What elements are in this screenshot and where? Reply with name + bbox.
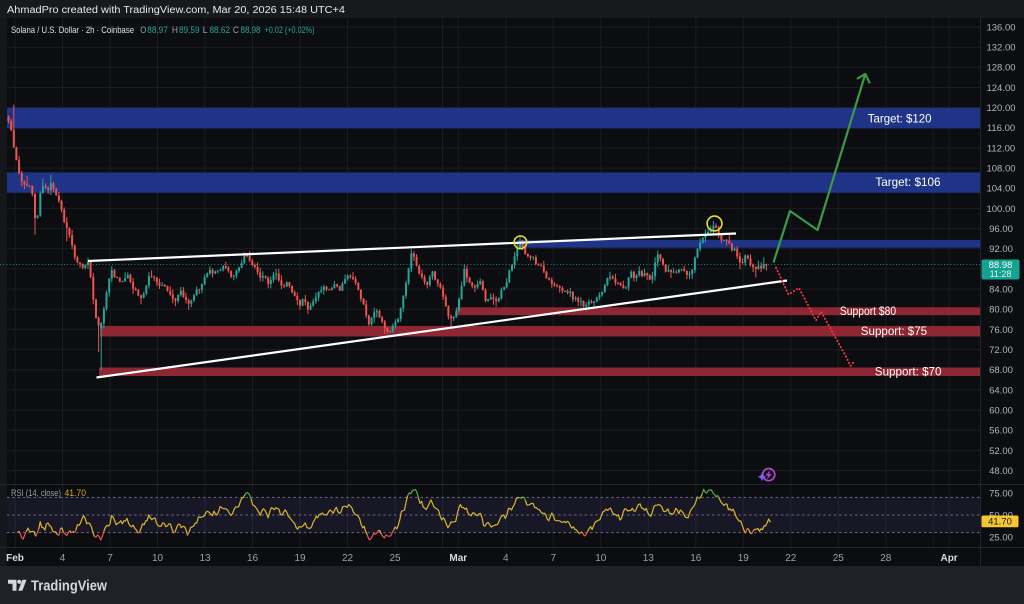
svg-text:116.00: 116.00	[987, 123, 1015, 134]
svg-text:L: L	[203, 25, 208, 35]
svg-text:72.00: 72.00	[989, 345, 1013, 356]
svg-text:120.00: 120.00	[986, 103, 1015, 114]
svg-text:104.00: 104.00	[986, 184, 1015, 195]
svg-text:Support: $75: Support: $75	[861, 324, 928, 338]
svg-text:Feb: Feb	[6, 553, 24, 564]
svg-text:88.98: 88.98	[989, 260, 1013, 271]
svg-text:7: 7	[107, 553, 113, 564]
svg-text:84.00: 84.00	[989, 285, 1013, 296]
svg-text:TradingView: TradingView	[31, 578, 107, 595]
svg-text:112.00: 112.00	[987, 143, 1015, 154]
svg-text:80.00: 80.00	[989, 305, 1013, 316]
svg-text:124.00: 124.00	[986, 83, 1015, 94]
svg-text:Support: $70: Support: $70	[875, 365, 942, 379]
svg-text:41.70: 41.70	[65, 488, 87, 498]
svg-text:128.00: 128.00	[986, 63, 1015, 74]
svg-text:7: 7	[551, 553, 557, 564]
svg-text:88.97: 88.97	[147, 25, 168, 35]
svg-text:4: 4	[503, 553, 509, 564]
svg-text:Target: $106: Target: $106	[875, 175, 940, 189]
svg-text:19: 19	[738, 553, 750, 564]
svg-text:C: C	[233, 25, 239, 35]
svg-text:88.98: 88.98	[241, 25, 261, 35]
svg-text:4: 4	[60, 553, 66, 564]
svg-text:10: 10	[152, 553, 164, 564]
svg-text:H: H	[172, 25, 178, 35]
svg-text:10: 10	[595, 553, 607, 564]
svg-text:108.00: 108.00	[986, 164, 1015, 175]
svg-text:Mar: Mar	[449, 553, 467, 564]
svg-text:136.00: 136.00	[986, 22, 1015, 33]
svg-text:68.00: 68.00	[989, 365, 1013, 376]
svg-text:41.70: 41.70	[988, 517, 1012, 528]
svg-text:96.00: 96.00	[989, 224, 1013, 235]
svg-text:O: O	[140, 25, 146, 35]
svg-text:Target: $120: Target: $120	[868, 111, 932, 125]
svg-text:89.59: 89.59	[179, 25, 200, 35]
svg-text:132.00: 132.00	[986, 43, 1015, 54]
svg-text:16: 16	[247, 553, 259, 564]
svg-text:60.00: 60.00	[989, 405, 1013, 416]
svg-text:22: 22	[342, 553, 354, 564]
svg-text:Solana / U.S. Dollar · 2h · Co: Solana / U.S. Dollar · 2h · Coinbase	[11, 25, 134, 35]
svg-text:16: 16	[690, 553, 702, 564]
svg-text:76.00: 76.00	[989, 325, 1013, 336]
svg-text:56.00: 56.00	[989, 426, 1013, 437]
svg-text:48.00: 48.00	[989, 466, 1013, 477]
svg-text:13: 13	[643, 553, 655, 564]
svg-text:11:28: 11:28	[990, 269, 1012, 279]
svg-text:75.00: 75.00	[989, 488, 1013, 499]
svg-text:25.00: 25.00	[989, 532, 1013, 543]
svg-text:25: 25	[389, 553, 401, 564]
svg-text:100.00: 100.00	[986, 204, 1015, 215]
svg-text:22: 22	[785, 553, 797, 564]
svg-text:AhmadPro created with TradingV: AhmadPro created with TradingView.com, M…	[7, 5, 345, 16]
svg-text:13: 13	[199, 553, 211, 564]
svg-text:19: 19	[294, 553, 306, 564]
svg-text:Apr: Apr	[940, 553, 957, 564]
svg-text:+0.02 (+0.02%): +0.02 (+0.02%)	[265, 25, 315, 35]
svg-text:RSI (14, close): RSI (14, close)	[11, 488, 61, 498]
svg-text:52.00: 52.00	[989, 446, 1013, 457]
svg-text:25: 25	[833, 553, 845, 564]
svg-text:92.00: 92.00	[989, 244, 1013, 255]
svg-text:88.62: 88.62	[210, 25, 231, 35]
svg-text:28: 28	[880, 553, 892, 564]
svg-text:64.00: 64.00	[989, 385, 1013, 396]
svg-text:Support $80: Support $80	[840, 304, 896, 318]
